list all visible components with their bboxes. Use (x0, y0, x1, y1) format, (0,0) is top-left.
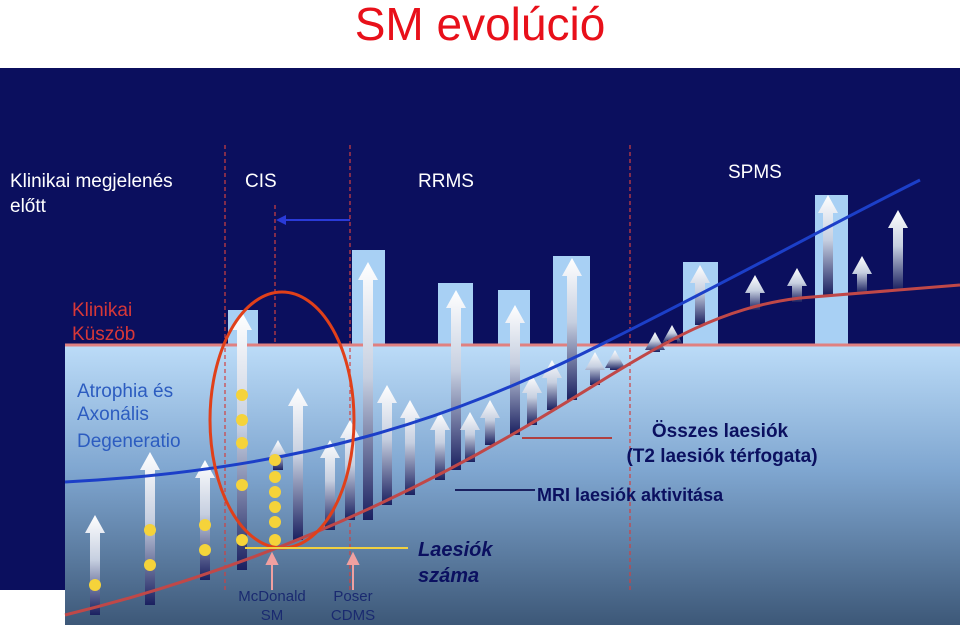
count-text: Laesiók (418, 539, 493, 561)
lesion-arrow (358, 262, 378, 520)
phase-label: Klinikai megjelenés (10, 171, 173, 192)
count-label: Laesiók száma (418, 539, 493, 587)
phase-labels: Klinikai megjelenés előtt CIS RRMS SPMS (10, 162, 782, 217)
atrophy-text: Degeneratio (77, 431, 181, 452)
lesion-dot (144, 524, 156, 536)
lesion-curve (64, 283, 960, 617)
criteria-pointers (265, 551, 360, 590)
lesion-arrow (85, 515, 105, 615)
lesion-arrow (888, 210, 908, 290)
lesion-arrow (430, 412, 450, 480)
criteria-text: McDonald (238, 588, 306, 605)
criteria-text: CDMS (331, 607, 375, 624)
lesion-arrow (460, 412, 480, 462)
total-text: Összes laesiók (652, 421, 789, 442)
count-text: száma (418, 565, 479, 587)
lesion-dot (269, 534, 281, 546)
lesion-arrow (585, 352, 605, 385)
lesion-dot (269, 501, 281, 513)
lesion-arrow (818, 195, 838, 295)
total-label: Összes laesiók (T2 laesiók térfogata) (626, 421, 817, 467)
lesion-arrow (377, 385, 397, 505)
lesion-dot (89, 579, 101, 591)
cis-arrow-head (276, 215, 286, 225)
lesion-arrow (745, 275, 765, 310)
lesion-dot (269, 471, 281, 483)
mri-label: MRI laesiók aktivitása (537, 485, 724, 505)
lesion-arrow (542, 360, 562, 410)
lesion-arrow (480, 400, 500, 445)
criteria-text: Poser (333, 588, 372, 605)
lesion-arrow (605, 350, 625, 370)
lesion-dot (144, 559, 156, 571)
criteria-labels: McDonald SM Poser CDMS (238, 588, 375, 624)
threshold-text: Küszöb (72, 324, 135, 345)
lesion-dot (236, 534, 248, 546)
lesion-arrow (522, 375, 542, 425)
title: SM evolúció (355, 0, 606, 50)
phase-label: előtt (10, 196, 47, 217)
lesion-dot (236, 389, 248, 401)
lesion-arrow (505, 305, 525, 435)
lesion-dot (269, 486, 281, 498)
atrophy-text: Atrophia és (77, 381, 173, 402)
criteria-text: SM (261, 607, 284, 624)
phase-label: SPMS (728, 162, 782, 183)
lesion-arrow (852, 256, 872, 293)
threshold-label: Klinikai Küszöb (72, 300, 135, 345)
lesion-arrow (288, 388, 308, 540)
phase-dividers (224, 145, 631, 590)
lesion-dot (269, 454, 281, 466)
atrophy-curve (64, 178, 921, 484)
lesion-dots (89, 389, 281, 591)
phase-label: CIS (245, 171, 277, 192)
threshold-text: Klinikai (72, 300, 132, 321)
atrophy-label: Atrophia és Axonális Degeneratio (77, 381, 181, 452)
phase-label: RRMS (418, 171, 474, 192)
lesion-dot (199, 544, 211, 556)
lesion-arrow (446, 290, 466, 470)
lesion-dot (199, 519, 211, 531)
lesion-arrow (562, 258, 582, 400)
atrophy-text: Axonális (77, 404, 149, 425)
total-text: (T2 laesiók térfogata) (626, 446, 817, 467)
lesion-dot (236, 479, 248, 491)
lesion-dot (236, 414, 248, 426)
lesion-dot (269, 516, 281, 528)
lesion-arrow (787, 268, 807, 302)
lesion-dot (236, 437, 248, 449)
